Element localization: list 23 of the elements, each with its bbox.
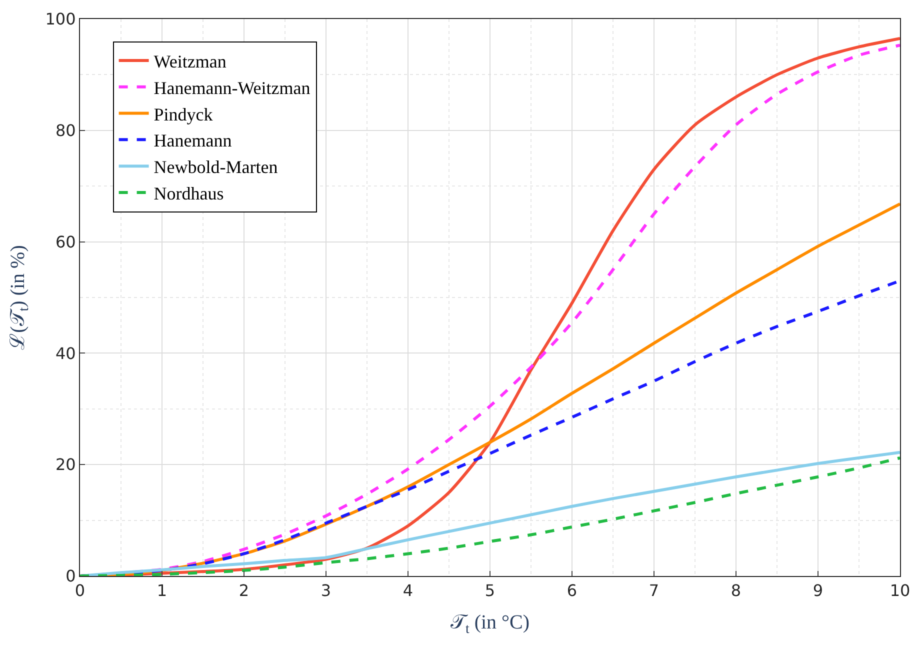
x-tick-label: 10 <box>890 581 910 600</box>
legend-label: Newbold-Marten <box>154 157 278 178</box>
x-axis-title: 𝒯$_{t}$ (in °C) <box>450 612 530 637</box>
y-tick-label: 80 <box>55 121 76 140</box>
y-tick-label: 0 <box>66 566 76 586</box>
y-tick-label: 100 <box>45 10 76 29</box>
x-tick-label: 6 <box>566 581 578 600</box>
x-tick-label: 3 <box>320 581 332 600</box>
legend-label: Hanemann-Weitzman <box>154 78 310 98</box>
x-tick-label: 7 <box>648 581 660 600</box>
legend-label: Hanemann <box>154 130 232 151</box>
x-tick-label: 1 <box>156 581 168 600</box>
x-tick-label: 8 <box>730 581 742 600</box>
legend-label: Weitzman <box>154 52 226 72</box>
legend-label: Pindyck <box>154 104 213 124</box>
y-tick-label: 40 <box>55 344 76 363</box>
x-tick-label: 5 <box>484 581 496 600</box>
y-tick-label: 60 <box>55 232 76 252</box>
x-tick-label: 4 <box>402 581 414 600</box>
legend-label: Nordhaus <box>154 184 224 204</box>
x-tick-label: 9 <box>812 581 824 600</box>
y-tick-label: 20 <box>55 455 76 474</box>
x-tick-label: 2 <box>238 581 250 600</box>
